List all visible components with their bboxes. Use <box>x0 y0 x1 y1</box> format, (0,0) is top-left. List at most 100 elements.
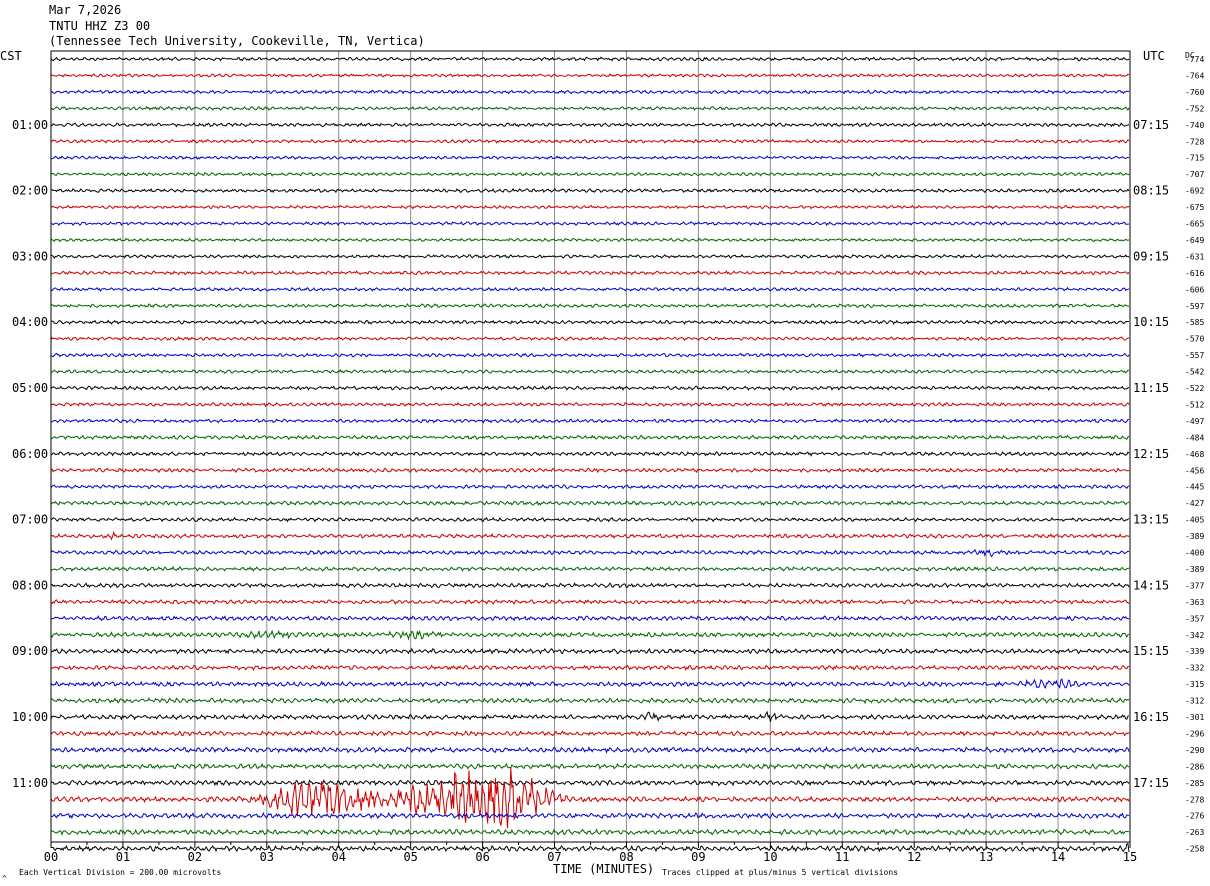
x-tick-label-09: 09 <box>691 850 705 864</box>
trace-line-28 <box>50 516 1130 523</box>
trace-line-46 <box>50 811 1130 820</box>
left-hour-label: 08:00 <box>12 578 48 592</box>
left-hour-label: 09:00 <box>12 644 48 658</box>
left-hour-label: 07:00 <box>12 513 48 527</box>
trace-line-1 <box>50 73 1130 78</box>
dc-offset-label: -315 <box>1185 680 1204 689</box>
trace-line-33 <box>50 598 1130 605</box>
clip-note: Traces clipped at plus/minus 5 vertical … <box>662 868 898 877</box>
trace-line-45 <box>50 767 1130 829</box>
right-hour-labels: 07:15 08:15 09:15 10:15 11:15 12:15 13:15 14:15… <box>1133 118 1169 790</box>
x-axis-title: TIME (MINUTES) <box>553 862 654 876</box>
dc-offset-labels: -774 -764 -760 -752 -740 -728 -715 -707 -692 -675… <box>1185 55 1204 854</box>
right-hour-label: 09:15 <box>1133 249 1169 263</box>
trace-line-9 <box>50 204 1130 210</box>
dc-offset-label: -585 <box>1185 318 1204 327</box>
trace-line-47 <box>50 828 1130 836</box>
dc-offset-label: -468 <box>1185 450 1204 459</box>
dc-offset-label: -752 <box>1185 104 1204 113</box>
x-tick-label-01: 01 <box>116 850 130 864</box>
dc-offset-label: -597 <box>1185 302 1204 311</box>
dc-offset-label: -357 <box>1185 614 1204 623</box>
trace-line-20 <box>50 385 1130 391</box>
trace-line-27 <box>50 500 1130 507</box>
right-hour-label: 12:15 <box>1133 447 1169 461</box>
scale-note: Each Vertical Division = 200.00 microvol… <box>19 868 221 877</box>
trace-line-11 <box>50 237 1130 243</box>
right-hour-label: 14:15 <box>1133 578 1169 592</box>
dc-header-label: DC <box>1185 51 1195 60</box>
trace-line-24 <box>50 451 1130 457</box>
x-tick-label-13: 13 <box>979 850 993 864</box>
trace-line-21 <box>50 401 1130 408</box>
trace-line-38 <box>50 678 1130 690</box>
dc-offset-label: -363 <box>1185 598 1204 607</box>
trace-line-25 <box>50 467 1130 474</box>
dc-offset-label: -258 <box>1185 845 1204 854</box>
dc-offset-label: -339 <box>1185 647 1204 656</box>
trace-line-40 <box>50 710 1130 722</box>
dc-offset-label: -522 <box>1185 384 1204 393</box>
dc-offset-label: -707 <box>1185 170 1204 179</box>
trace-line-18 <box>50 352 1130 358</box>
trace-line-16 <box>50 319 1129 325</box>
trace-line-42 <box>50 746 1130 754</box>
x-tick-label-07: 07 <box>547 850 561 864</box>
trace-line-10 <box>50 220 1130 227</box>
station-location: (Tennessee Tech University, Cookeville, … <box>49 34 425 48</box>
trace-line-2 <box>50 89 1130 95</box>
trace-line-26 <box>50 484 1130 490</box>
right-hour-label: 17:15 <box>1133 776 1169 790</box>
trace-line-4 <box>50 122 1130 128</box>
right-hour-label: 13:15 <box>1133 513 1169 527</box>
trace-line-8 <box>50 188 1130 194</box>
x-tick-label-00: 00 <box>44 850 58 864</box>
dc-offset-label: -286 <box>1185 762 1204 771</box>
plot-frame <box>50 50 1131 843</box>
right-hour-label: 10:15 <box>1133 315 1169 329</box>
x-tick-label-04: 04 <box>332 850 346 864</box>
trace-line-32 <box>50 582 1130 589</box>
trace-line-31 <box>50 566 1130 572</box>
trace-line-34 <box>50 614 1130 622</box>
x-tick-label-10: 10 <box>763 850 777 864</box>
left-hour-label: 06:00 <box>12 447 48 461</box>
trace-line-6 <box>50 155 1130 161</box>
trace-line-39 <box>50 697 1130 705</box>
dc-offset-label: -377 <box>1185 581 1204 590</box>
station-code: TNTU HHZ Z3 00 <box>49 19 151 33</box>
trace-line-29 <box>50 530 1130 541</box>
dc-offset-label: -570 <box>1185 335 1204 344</box>
dc-offset-label: -665 <box>1185 220 1204 229</box>
trace-line-43 <box>50 762 1130 771</box>
left-hour-labels: 01:00 02:00 03:00 04:00 05:00 06:00 07:00 08:00… <box>12 118 48 790</box>
dc-offset-label: -606 <box>1185 285 1204 294</box>
dc-offset-label: -278 <box>1185 795 1204 804</box>
dc-offset-label: -631 <box>1185 252 1204 261</box>
minute-gridlines <box>122 51 1059 842</box>
dc-offset-label: -389 <box>1185 565 1204 574</box>
x-axis-ticks: 00 01 02 03 04 05 06 07 08 09 10 11 12 13 14 15 <box>44 842 1137 864</box>
trace-line-17 <box>50 336 1130 342</box>
dc-offset-label: -728 <box>1185 137 1204 146</box>
left-hour-label: 02:00 <box>12 184 48 198</box>
dc-offset-label: -263 <box>1185 828 1204 837</box>
trace-line-41 <box>50 729 1130 737</box>
dc-offset-label: -497 <box>1185 417 1204 426</box>
dc-offset-label: -389 <box>1185 532 1204 541</box>
dc-offset-label: -400 <box>1185 549 1204 558</box>
dc-offset-label: -342 <box>1185 631 1204 640</box>
trace-line-48 <box>50 842 1130 853</box>
dc-offset-label: -715 <box>1185 154 1204 163</box>
dc-offset-label: -332 <box>1185 664 1204 673</box>
x-tick-label-15: 15 <box>1123 850 1137 864</box>
trace-line-44 <box>50 779 1130 787</box>
left-hour-label: 01:00 <box>12 118 48 132</box>
left-hour-label: 04:00 <box>12 315 48 329</box>
left-hour-label: 03:00 <box>12 249 48 263</box>
trace-line-0 <box>50 56 1130 62</box>
dc-offset-label: -675 <box>1185 203 1204 212</box>
x-tick-label-12: 12 <box>907 850 921 864</box>
x-tick-label-05: 05 <box>403 850 417 864</box>
